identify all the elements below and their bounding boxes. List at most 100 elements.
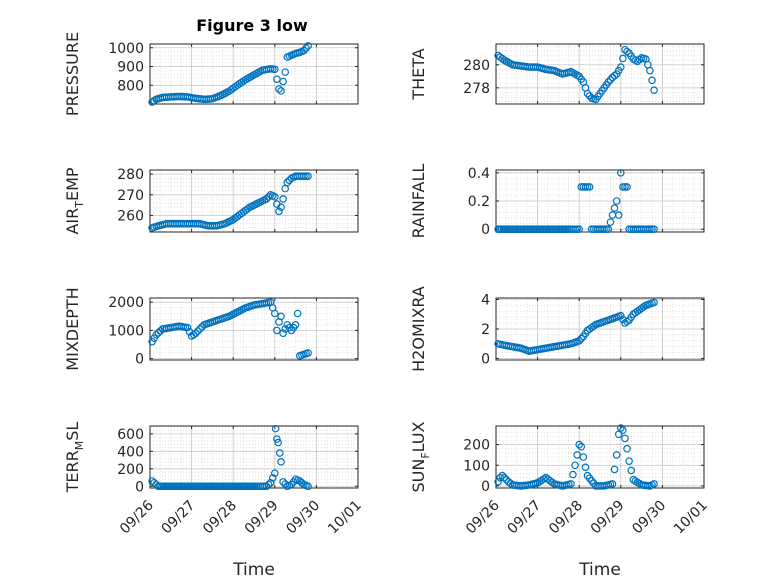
data-point	[621, 183, 629, 191]
y-axis-label-main: THETA	[409, 48, 428, 100]
data-point	[604, 78, 613, 86]
data-point	[156, 327, 165, 335]
data-point	[608, 480, 617, 488]
data-point	[270, 469, 279, 477]
data-point	[277, 312, 285, 321]
data-point	[619, 426, 627, 434]
data-point	[579, 453, 588, 461]
data-point	[302, 44, 310, 53]
y-tick-label: 200	[117, 462, 144, 478]
data-point	[621, 434, 629, 443]
y-axis-label-main: MIXDEPTH	[63, 287, 82, 370]
data-point	[279, 478, 287, 486]
data-point	[300, 46, 308, 55]
data-point	[577, 442, 586, 451]
y-axis-label-tail: EMP	[63, 167, 82, 201]
data-point	[616, 63, 625, 71]
data-point	[302, 172, 310, 181]
subplot-mixdepth: 0 1000 2000 MIXDEPTH	[63, 287, 359, 371]
data-point	[619, 183, 627, 191]
subplot-h2omixra: 0 2 4 H2OMIXRA	[409, 286, 705, 372]
x-axis-label: Time	[232, 560, 275, 580]
y-tick-label: 280	[117, 167, 144, 183]
y-axis-label-tail: LUX	[409, 421, 428, 452]
data-point	[612, 451, 621, 459]
data-point	[275, 449, 284, 457]
data-point	[270, 65, 279, 74]
data-point	[600, 225, 608, 233]
figure-title: Figure 3 low	[196, 16, 308, 35]
data-point	[616, 424, 625, 432]
data-point	[623, 317, 631, 326]
y-axis-label: AIRTEMP	[63, 167, 86, 234]
data-point	[602, 225, 611, 233]
data-point	[304, 349, 312, 357]
data-point	[610, 204, 619, 212]
data-point	[627, 466, 636, 475]
data-point	[273, 435, 281, 443]
y-axis-label-subscript: M	[73, 441, 86, 451]
data-point	[274, 438, 282, 447]
data-point	[581, 183, 590, 191]
data-point	[291, 320, 300, 329]
data-point	[283, 178, 292, 187]
data-point	[500, 473, 509, 482]
y-tick-label: 600	[117, 427, 144, 443]
y-tick-label: 270	[117, 188, 144, 204]
y-tick-label: 280	[463, 58, 490, 74]
data-point	[577, 334, 586, 343]
data-point	[616, 311, 625, 320]
y-axis-label: H2OMIXRA	[409, 286, 428, 372]
y-axis-label-main: H2OMIXRA	[409, 286, 428, 372]
y-axis-label: TERRMSL	[63, 422, 86, 494]
y-tick-label: 0	[481, 352, 490, 368]
data-point	[264, 480, 273, 489]
data-point	[183, 323, 192, 332]
x-axis-label: Time	[578, 560, 621, 580]
data-point	[583, 183, 592, 191]
data-point	[279, 329, 287, 338]
y-tick-label: 0	[135, 352, 144, 368]
y-tick-label: 260	[117, 208, 144, 224]
data-point	[585, 183, 594, 191]
data-point	[260, 482, 269, 491]
data-point	[271, 424, 280, 433]
data-point	[262, 195, 271, 203]
data-point	[650, 480, 658, 488]
subplot-rainfall: 0 0.2 0.4 RAINFALL	[409, 164, 705, 239]
y-tick-label: 100	[463, 458, 490, 474]
data-point	[581, 463, 590, 472]
data-point	[616, 169, 625, 177]
data-point	[650, 298, 658, 307]
y-tick-label: 400	[117, 444, 144, 460]
data-point	[277, 203, 285, 212]
data-point	[273, 75, 281, 83]
data-point	[279, 77, 287, 86]
y-tick-label: 1000	[108, 41, 144, 57]
y-tick-label: 4	[481, 292, 490, 308]
y-axis-label: PRESSURE	[63, 32, 82, 116]
data-point	[619, 54, 627, 63]
axes-box	[495, 43, 705, 105]
data-point	[275, 85, 283, 93]
data-point	[571, 461, 579, 470]
y-axis-label-subscript: T	[73, 201, 86, 209]
data-point	[150, 96, 158, 105]
y-axis-label-main: AIR	[63, 208, 82, 235]
y-axis-label: RAINFALL	[409, 164, 428, 239]
data-point	[612, 197, 621, 205]
data-point	[639, 303, 648, 311]
y-tick-label: 800	[117, 78, 144, 94]
data-point	[571, 225, 579, 233]
data-point	[650, 225, 658, 233]
y-axis-label: MIXDEPTH	[63, 287, 82, 370]
data-point	[154, 328, 163, 337]
y-tick-label: 0.2	[468, 194, 490, 210]
data-point	[270, 309, 279, 318]
y-axis-label: THETA	[409, 48, 428, 100]
data-point	[606, 218, 615, 226]
y-axis-label-main: PRESSURE	[63, 32, 82, 116]
y-tick-label: 2	[481, 322, 490, 338]
data-point	[610, 465, 619, 474]
